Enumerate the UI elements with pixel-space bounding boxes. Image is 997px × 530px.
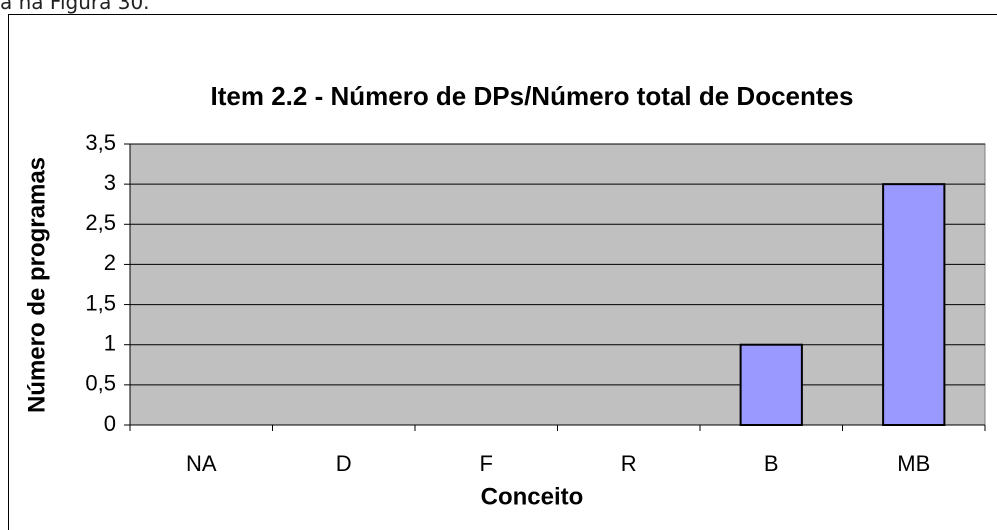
bar: [882, 183, 946, 426]
x-tick-label: B: [764, 451, 779, 476]
x-axis-title: Conceito: [481, 483, 584, 510]
y-tick-label: 2,5: [85, 210, 116, 235]
y-tick-label: 2: [104, 250, 116, 275]
x-tick-label: NA: [186, 451, 217, 476]
y-tick-label: 0: [104, 411, 116, 436]
y-tick-label: 3,5: [85, 130, 116, 155]
x-tick-label: R: [621, 451, 637, 476]
chart-title: Item 2.2 - Número de DPs/Número total de…: [210, 81, 854, 111]
y-tick-label: 1,5: [85, 290, 116, 315]
y-tick-label: 3: [104, 170, 116, 195]
x-tick-label: MB: [897, 451, 930, 476]
y-tick-label: 0,5: [85, 371, 116, 396]
bar: [739, 343, 803, 427]
x-tick-label: D: [336, 451, 352, 476]
y-axis-title: Número de programas: [23, 157, 50, 413]
x-tick-label: F: [480, 451, 493, 476]
y-tick-label: 1: [104, 331, 116, 356]
body-text: a na Figura 30.: [0, 0, 150, 14]
plot-area: [129, 143, 986, 426]
